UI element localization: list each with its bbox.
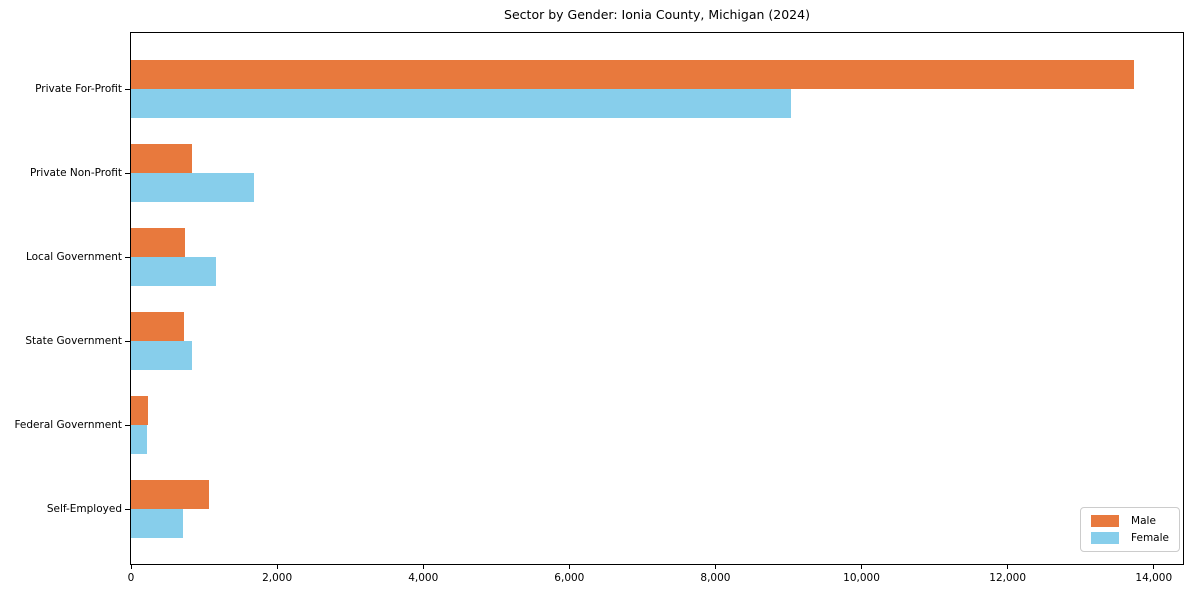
ytick-mark xyxy=(125,172,131,174)
ytick-mark xyxy=(125,256,131,258)
xtick-label-12000: 12,000 xyxy=(989,572,1027,584)
ytick-mark xyxy=(125,88,131,90)
bar-female-state-government xyxy=(131,341,192,370)
legend: Male Female xyxy=(1080,507,1180,552)
ytick-mark xyxy=(125,424,131,426)
ytick-label-self-employed: Self-Employed xyxy=(46,503,122,515)
xtick-mark xyxy=(861,564,863,569)
legend-label-male: Male xyxy=(1131,515,1156,527)
legend-row-male: Male xyxy=(1091,515,1169,527)
xtick-mark xyxy=(1007,564,1009,569)
legend-row-female: Female xyxy=(1091,532,1169,544)
xtick-mark xyxy=(422,564,424,569)
bar-female-private-for-profit xyxy=(131,89,791,118)
bar-male-self-employed xyxy=(131,480,209,509)
bar-female-federal-government xyxy=(131,425,147,454)
bar-female-self-employed xyxy=(131,509,183,538)
xtick-mark xyxy=(130,564,132,569)
xtick-label-14000: 14,000 xyxy=(1135,572,1173,584)
xtick-label-10000: 10,000 xyxy=(843,572,880,584)
male-swatch-icon xyxy=(1091,515,1120,527)
ytick-mark xyxy=(125,508,131,510)
bar-female-local-government xyxy=(131,257,216,286)
xtick-mark xyxy=(568,564,570,569)
plot-area: Male Female Private For-Profit Private No… xyxy=(14,32,1184,584)
xtick-label-4000: 4,000 xyxy=(408,572,439,584)
bar-female-private-non-profit xyxy=(131,173,254,202)
chart-title: Sector by Gender: Ionia County, Michigan… xyxy=(504,7,810,22)
xtick-label-8000: 8,000 xyxy=(700,572,731,584)
bar-male-private-non-profit xyxy=(131,144,192,173)
xtick-label-2000: 2,000 xyxy=(262,572,293,584)
xtick-label-0: 0 xyxy=(127,572,135,584)
ytick-label-private-for-profit: Private For-Profit xyxy=(35,83,122,95)
bar-male-state-government xyxy=(131,312,184,341)
xtick-mark xyxy=(1153,564,1155,569)
ytick-label-federal-government: Federal Government xyxy=(14,419,122,431)
ytick-label-private-non-profit: Private Non-Profit xyxy=(29,167,122,179)
ytick-label-local-government: Local Government xyxy=(25,251,122,263)
ytick-label-state-government: State Government xyxy=(25,335,122,347)
xtick-mark xyxy=(276,564,278,569)
bar-male-local-government xyxy=(131,228,185,257)
ytick-mark xyxy=(125,340,131,342)
legend-label-female: Female xyxy=(1131,532,1169,544)
bar-male-private-for-profit xyxy=(131,60,1134,89)
xtick-mark xyxy=(714,564,716,569)
female-swatch-icon xyxy=(1091,532,1120,544)
bar-male-federal-government xyxy=(131,396,148,425)
xtick-label-6000: 6,000 xyxy=(554,572,585,584)
